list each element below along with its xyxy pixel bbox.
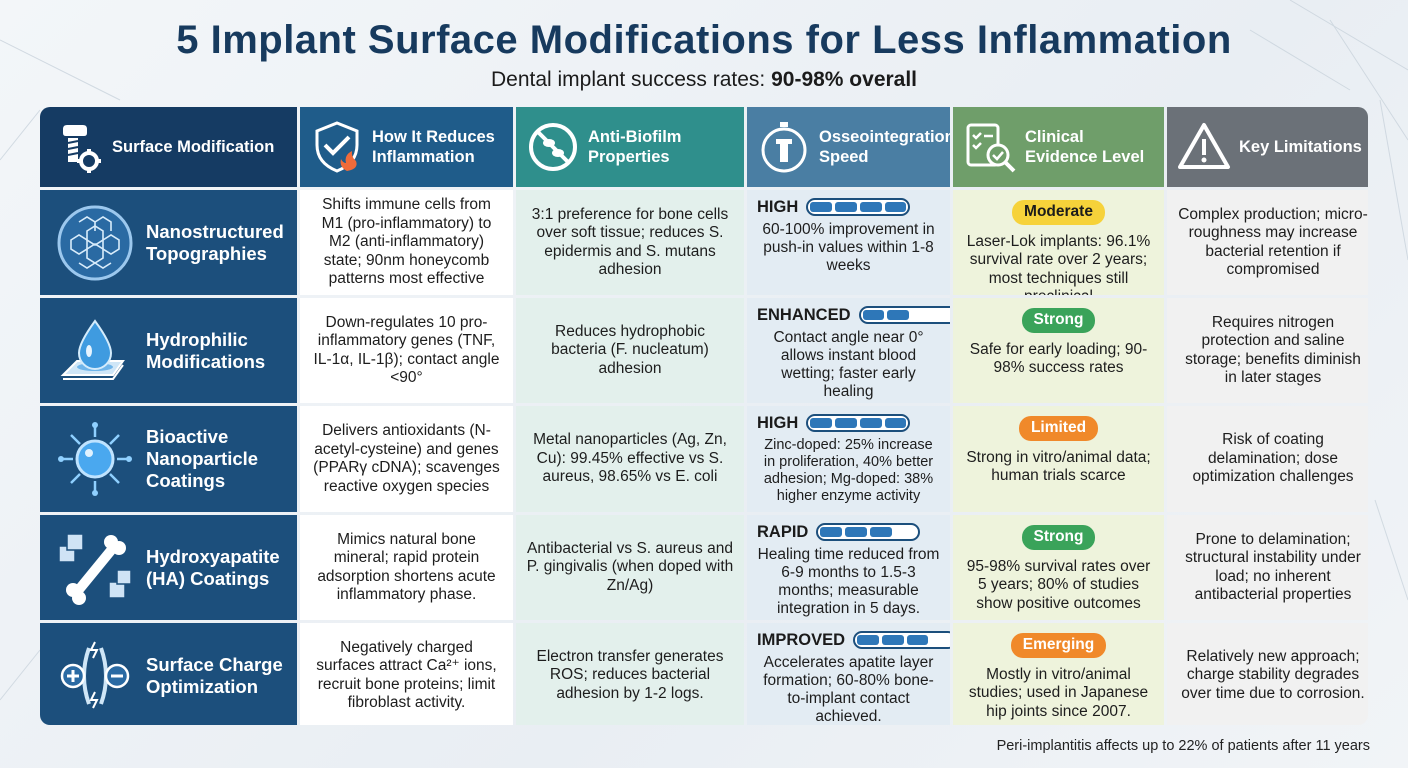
header-key-limitations: Key Limitations (1167, 107, 1368, 187)
osseo-cell: ENHANCED Contact angle near 0° allows in… (747, 298, 950, 403)
header-osseointegration: Osseointegration Speed (747, 107, 950, 187)
osseo-desc: Contact angle near 0° allows instant blo… (773, 328, 924, 400)
osseo-level: HIGH (757, 414, 799, 432)
row-header-nanoparticle: Bioactive Nanoparticle Coatings (40, 406, 297, 512)
evidence-desc: Strong in vitro/animal data; human trial… (966, 448, 1151, 485)
osseo-level: IMPROVED (757, 631, 846, 649)
nanoparticle-icon (52, 416, 138, 502)
row-label: Bioactive Nanoparticle Coatings (146, 426, 259, 491)
stopwatch-implant-icon (755, 118, 813, 176)
biofilm-cell: Antibacterial vs S. aureus and P. gingiv… (516, 515, 744, 620)
osseo-cell: HIGH 60-100% improvement in push-in valu… (747, 190, 950, 295)
row-header-hydroxyapatite: Hydroxyapatite (HA) Coatings (40, 515, 297, 620)
limitation-cell: Requires nitrogen protection and saline … (1167, 298, 1368, 403)
limitation-cell: Relatively new approach; charge stabilit… (1167, 623, 1368, 725)
evidence-badge: Strong (1021, 308, 1096, 333)
evidence-cell: Moderate Laser-Lok implants: 96.1% survi… (953, 190, 1164, 295)
evidence-desc-note: most techniques still preclinical (988, 269, 1129, 296)
page-title: 5 Implant Surface Modifications for Less… (176, 18, 1232, 62)
header-label: How It Reduces Inflammation (372, 128, 495, 166)
row-label: Nanostructured Topographies (146, 220, 284, 264)
evidence-badge: Strong (1021, 525, 1096, 550)
row-header-hydrophilic: Hydrophilic Modifications (40, 298, 297, 403)
osseo-level: HIGH (757, 198, 799, 216)
charge-icon (52, 633, 138, 719)
checklist-magnifier-icon (961, 118, 1019, 176)
subtitle-prefix: Dental implant success rates: (490, 68, 772, 91)
bone-cubes-icon (52, 525, 138, 611)
osseo-progress-bar (806, 414, 911, 433)
osseo-cell: IMPROVED Accelerates apatite layer forma… (747, 623, 950, 725)
header-label: Clinical Evidence Level (1025, 128, 1145, 166)
osseo-progress-bar (858, 306, 950, 325)
honeycomb-icon (52, 200, 138, 286)
header-label: Surface Modification (112, 138, 275, 156)
limitation-cell: Complex production; micro-roughness may … (1167, 190, 1368, 295)
header-label: Anti-Biofilm Properties (588, 128, 682, 166)
inflammation-cell: Delivers antioxidants (N-acetyl-cysteine… (300, 406, 513, 512)
osseo-cell: RAPID Healing time reduced from 6-9 mont… (747, 515, 950, 620)
evidence-badge: Emerging (1010, 633, 1107, 658)
shield-flame-icon (308, 118, 366, 176)
inflammation-cell: Shifts immune cells from M1 (pro-inflamm… (300, 190, 513, 295)
osseo-level: ENHANCED (757, 306, 851, 324)
implant-gear-icon (48, 118, 106, 176)
evidence-cell: Emerging Mostly in vitro/animal studies;… (953, 623, 1164, 725)
biofilm-cell: Metal nanoparticles (Ag, Zn, Cu): 99.45%… (516, 406, 744, 512)
osseo-progress-bar (816, 523, 921, 542)
row-header-surface-charge: Surface Charge Optimization (40, 623, 297, 725)
subtitle-highlight: 90-98% overall (771, 68, 918, 91)
limitation-cell: Prone to delamination; structural instab… (1167, 515, 1368, 620)
header-surface-modification: Surface Modification (40, 107, 297, 187)
osseo-desc: 60-100% improvement in push-in values wi… (762, 220, 935, 274)
inflammation-cell: Down-regulates 10 pro-inflammatory genes… (300, 298, 513, 403)
no-bacteria-icon (524, 118, 582, 176)
header-anti-biofilm: Anti-Biofilm Properties (516, 107, 744, 187)
warning-icon (1175, 118, 1233, 176)
row-label: Hydrophilic Modifications (146, 328, 266, 372)
page-subtitle: Dental implant success rates: 90-98% ove… (0, 68, 1408, 92)
row-label: Surface Charge Optimization (146, 653, 283, 697)
osseo-progress-bar (853, 631, 950, 650)
evidence-cell: Limited Strong in vitro/animal data; hum… (953, 406, 1164, 512)
evidence-desc: Safe for early loading; 90-98% success r… (969, 340, 1148, 377)
row-header-nanostructured: Nanostructured Topographies (40, 190, 297, 295)
row-label: Hydroxyapatite (HA) Coatings (146, 545, 280, 589)
header-label: Key Limitations (1239, 138, 1362, 156)
header-inflammation: How It Reduces Inflammation (300, 107, 513, 187)
footnote: Peri-implantitis affects up to 22% of pa… (996, 738, 1370, 754)
biofilm-cell: Reduces hydrophobic bacteria (F. nucleat… (516, 298, 744, 403)
osseo-cell: HIGH Zinc-doped: 25% increase in prolife… (747, 406, 950, 512)
comparison-table: Surface Modification How It Reduces Infl… (40, 107, 1368, 725)
osseo-level: RAPID (757, 523, 809, 541)
water-drop-icon (52, 308, 138, 394)
osseo-desc: Zinc-doped: 25% increase in proliferatio… (763, 436, 934, 504)
evidence-desc: 95-98% survival rates over 5 years; 80% … (966, 557, 1151, 612)
evidence-cell: Strong 95-98% survival rates over 5 year… (953, 515, 1164, 620)
biofilm-cell: Electron transfer generates ROS; reduces… (516, 623, 744, 725)
header-clinical-evidence: Clinical Evidence Level (953, 107, 1164, 187)
osseo-progress-bar (806, 198, 911, 217)
evidence-badge: Moderate (1012, 200, 1105, 225)
biofilm-cell: 3:1 preference for bone cells over soft … (516, 190, 744, 295)
evidence-badge: Limited (1018, 416, 1099, 441)
evidence-desc: Mostly in vitro/animal studies; used in … (968, 665, 1149, 720)
inflammation-cell: Negatively charged surfaces attract Ca²⁺… (300, 623, 513, 725)
header-label: Osseointegration Speed (819, 128, 950, 166)
inflammation-cell: Mimics natural bone mineral; rapid prote… (300, 515, 513, 620)
evidence-cell: Strong Safe for early loading; 90-98% su… (953, 298, 1164, 403)
evidence-desc: Laser-Lok implants: 96.1% survival rate … (966, 232, 1151, 269)
limitation-cell: Risk of coating delamination; dose optim… (1167, 406, 1368, 512)
osseo-desc: Healing time reduced from 6-9 months to … (757, 545, 940, 617)
osseo-desc: Accelerates apatite layer formation; 60-… (763, 653, 934, 725)
